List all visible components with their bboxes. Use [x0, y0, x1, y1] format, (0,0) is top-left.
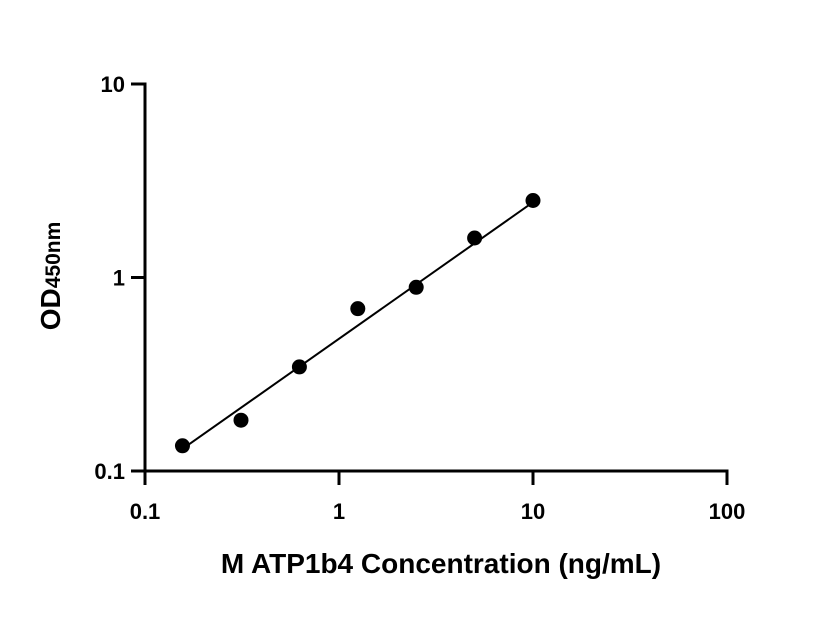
- y-axis-title-main: OD: [35, 288, 66, 330]
- data-point: [174, 438, 190, 454]
- x-axis-ticks: 0.1 1 10 100: [130, 471, 746, 524]
- x-tick-label: 10: [521, 499, 545, 524]
- data-point: [467, 230, 483, 246]
- y-tick-label: 1: [113, 266, 125, 291]
- data-point: [291, 359, 307, 375]
- x-tick-label: 0.1: [130, 499, 161, 524]
- x-tick-label: 100: [709, 499, 746, 524]
- y-axis-ticks: 0.1 1 10: [94, 72, 145, 484]
- y-tick-label: 0.1: [94, 459, 125, 484]
- y-tick-label: 10: [101, 72, 125, 97]
- data-point: [350, 301, 366, 317]
- data-point: [408, 279, 424, 295]
- y-axis-title-subscript: 450nm: [42, 222, 65, 289]
- data-points: [174, 192, 541, 454]
- x-tick-label: 1: [333, 499, 345, 524]
- x-axis-title: M ATP1b4 Concentration (ng/mL): [221, 548, 661, 579]
- data-point: [233, 412, 249, 428]
- data-point: [525, 192, 541, 208]
- y-axis-title: OD450nm: [35, 222, 66, 331]
